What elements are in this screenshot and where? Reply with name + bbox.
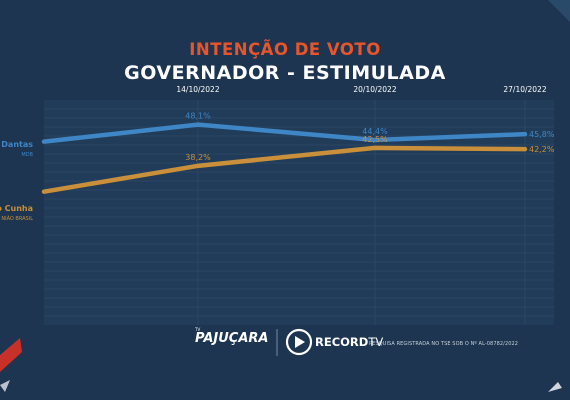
series-line xyxy=(41,145,528,194)
x-tick-label: 27/10/2022 xyxy=(503,85,546,94)
corner-arrow xyxy=(0,380,10,392)
series-name: lo Dantas xyxy=(0,140,33,149)
series-line xyxy=(41,122,528,144)
grid xyxy=(44,100,554,325)
pajucara-logo: PAJUÇARA xyxy=(195,331,269,346)
corner-decoration xyxy=(0,338,22,372)
series-name: igo Cunha xyxy=(0,204,33,213)
record-logo: RECORDTV xyxy=(315,335,383,349)
series-group: 48,1% 44,4% 45,8% lo Dantas MDB 38,2% 42,5% 42,… xyxy=(0,112,555,222)
data-label: 48,1% xyxy=(185,112,211,121)
chart-title: INTENÇÃO DE VOTO xyxy=(189,40,381,59)
chart-subtitle: GOVERNADOR - ESTIMULADA xyxy=(124,62,446,84)
corner-arrow-right xyxy=(548,382,562,392)
series-party: MDB xyxy=(21,152,33,158)
registration-note: PESQUISA REGISTRADA NO TSE SOB O Nº AL-0… xyxy=(369,341,519,347)
record-play-icon xyxy=(295,336,305,348)
record-logo-suffix: TV xyxy=(368,335,384,349)
corner-decoration-top xyxy=(548,0,570,22)
data-label: 42,5% xyxy=(362,135,388,144)
data-label: 45,8% xyxy=(529,130,555,139)
data-label: 44,4% xyxy=(362,127,388,136)
data-label: 42,2% xyxy=(529,145,555,154)
record-logo-text: RECORD xyxy=(315,335,369,349)
data-label: 38,2% xyxy=(185,153,211,162)
series-party: NIÃO BRASIL xyxy=(1,215,33,222)
pajucara-tv-label: TV xyxy=(195,327,201,332)
record-emblem xyxy=(285,328,313,356)
x-tick-label: 20/10/2022 xyxy=(353,85,396,94)
x-tick-label: 14/10/2022 xyxy=(176,85,219,94)
x-axis-labels: 14/10/2022 20/10/2022 27/10/2022 xyxy=(176,85,546,94)
